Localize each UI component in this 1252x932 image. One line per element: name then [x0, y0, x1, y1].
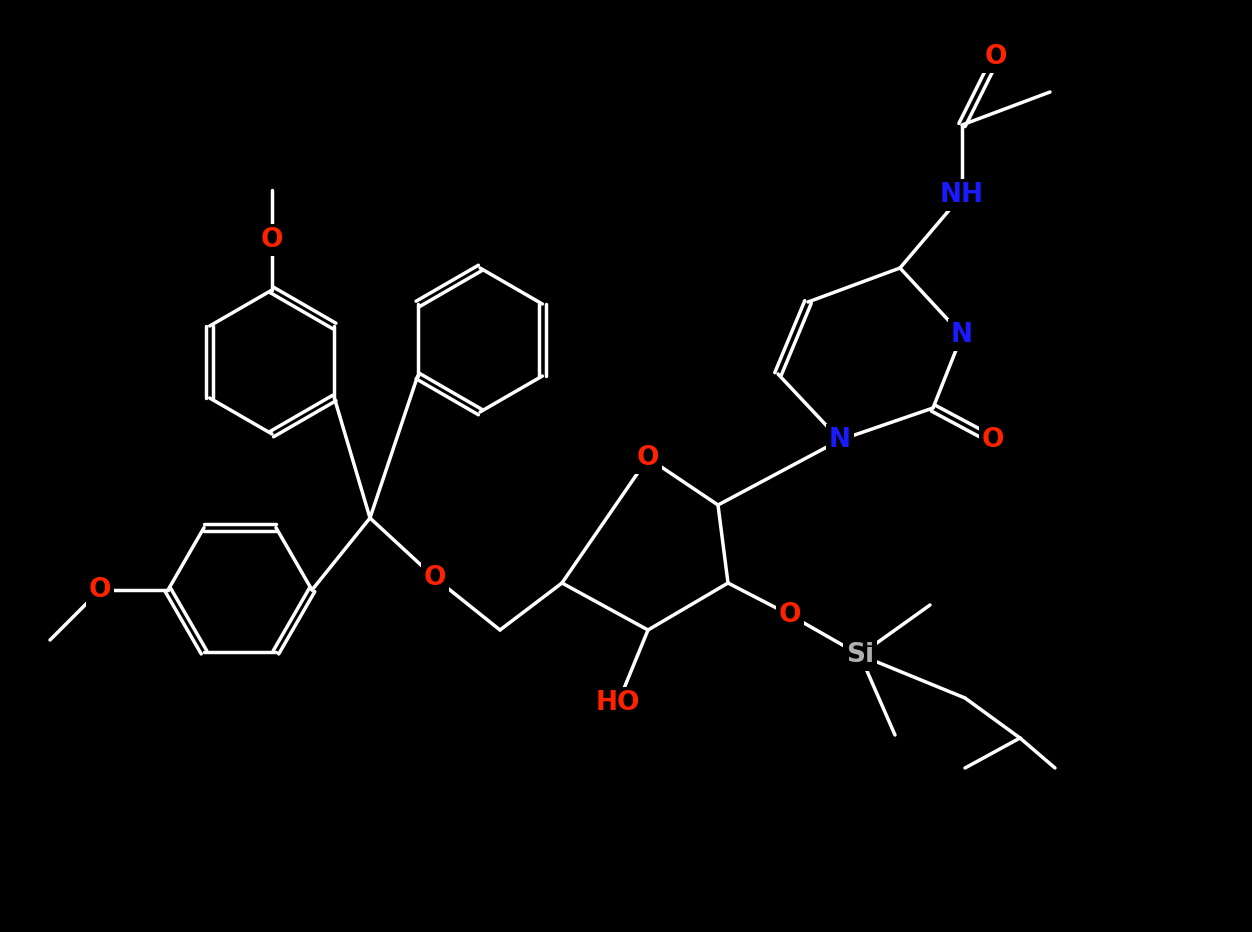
Text: O: O: [982, 427, 1004, 453]
Text: O: O: [89, 577, 111, 603]
Text: O: O: [985, 44, 1008, 70]
Text: HO: HO: [596, 690, 640, 716]
Text: O: O: [779, 602, 801, 628]
Text: O: O: [423, 565, 446, 591]
Text: Si: Si: [846, 642, 874, 668]
Text: O: O: [260, 227, 283, 253]
Text: N: N: [829, 427, 851, 453]
Text: O: O: [637, 445, 660, 471]
Text: N: N: [952, 322, 973, 348]
Text: NH: NH: [940, 182, 984, 208]
